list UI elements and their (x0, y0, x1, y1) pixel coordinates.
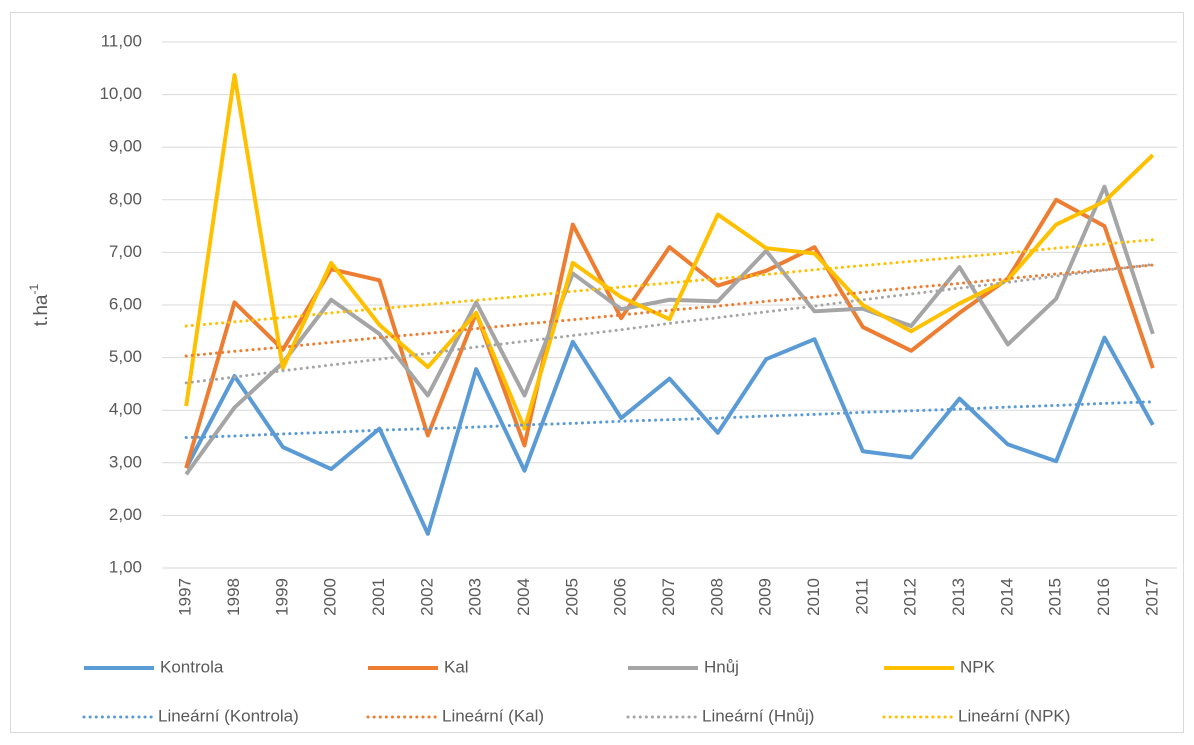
x-tick-label: 2001 (369, 578, 388, 616)
y-tick-label: 8,00 (109, 189, 142, 208)
y-tick-label: 2,00 (109, 505, 142, 524)
x-tick-label: 2012 (901, 578, 920, 616)
x-tick-label: 2017 (1142, 578, 1161, 616)
y-label-main: t.ha (31, 294, 52, 326)
y-tick-label: 6,00 (109, 294, 142, 313)
series-line (184, 184, 1155, 476)
y-tick-label: 7,00 (109, 242, 142, 261)
x-tick-label: 2007 (659, 578, 678, 616)
legend-label: Lineární (NPK) (958, 706, 1070, 725)
trend-line (184, 400, 1155, 440)
x-tick-label: 2005 (562, 578, 581, 616)
x-tick-label: 2013 (949, 578, 968, 616)
legend-label: Lineární (Hnůj) (702, 706, 814, 725)
x-tick-label: 2006 (611, 578, 630, 616)
x-tick-label: 1999 (272, 578, 291, 616)
y-tick-label: 10,00 (99, 84, 142, 103)
series-line (184, 335, 1155, 536)
y-tick-label: 4,00 (109, 400, 142, 419)
x-tick-label: 2010 (804, 578, 823, 616)
series-line (184, 73, 1155, 431)
legend-label: Kal (444, 657, 469, 676)
chart-border (10, 12, 1184, 733)
legend-label: Lineární (Kal) (442, 706, 544, 725)
x-tick-label: 2011 (852, 578, 871, 615)
x-tick-label: 2008 (707, 578, 726, 616)
y-tick-label: 1,00 (109, 557, 142, 576)
trend-line (184, 262, 1155, 385)
y-tick-label: 5,00 (109, 347, 142, 366)
legend-label: Hnůj (704, 657, 739, 676)
legend-label: NPK (960, 657, 996, 676)
legend-label: Kontrola (160, 657, 224, 676)
x-tick-label: 2016 (1094, 578, 1113, 616)
y-tick-label: 11,00 (101, 31, 142, 50)
x-tick-label: 2009 (756, 578, 775, 616)
x-tick-label: 2003 (466, 578, 485, 616)
x-tick-label: 2015 (1046, 578, 1065, 616)
y-tick-label: 9,00 (109, 137, 142, 156)
legend-label: Lineární (Kontrola) (158, 706, 299, 725)
y-label-sup: -1 (27, 283, 41, 294)
x-tick-label: 2014 (997, 578, 1016, 616)
y-tick-label: 3,00 (109, 452, 142, 471)
y-axis-label: t.ha-1 (27, 283, 52, 326)
x-tick-label: 1998 (224, 578, 243, 616)
x-tick-label: 2002 (417, 578, 436, 616)
x-tick-label: 1997 (176, 578, 195, 616)
x-tick-label: 2000 (321, 578, 340, 616)
series-line (184, 197, 1155, 469)
x-tick-label: 2004 (514, 578, 533, 616)
